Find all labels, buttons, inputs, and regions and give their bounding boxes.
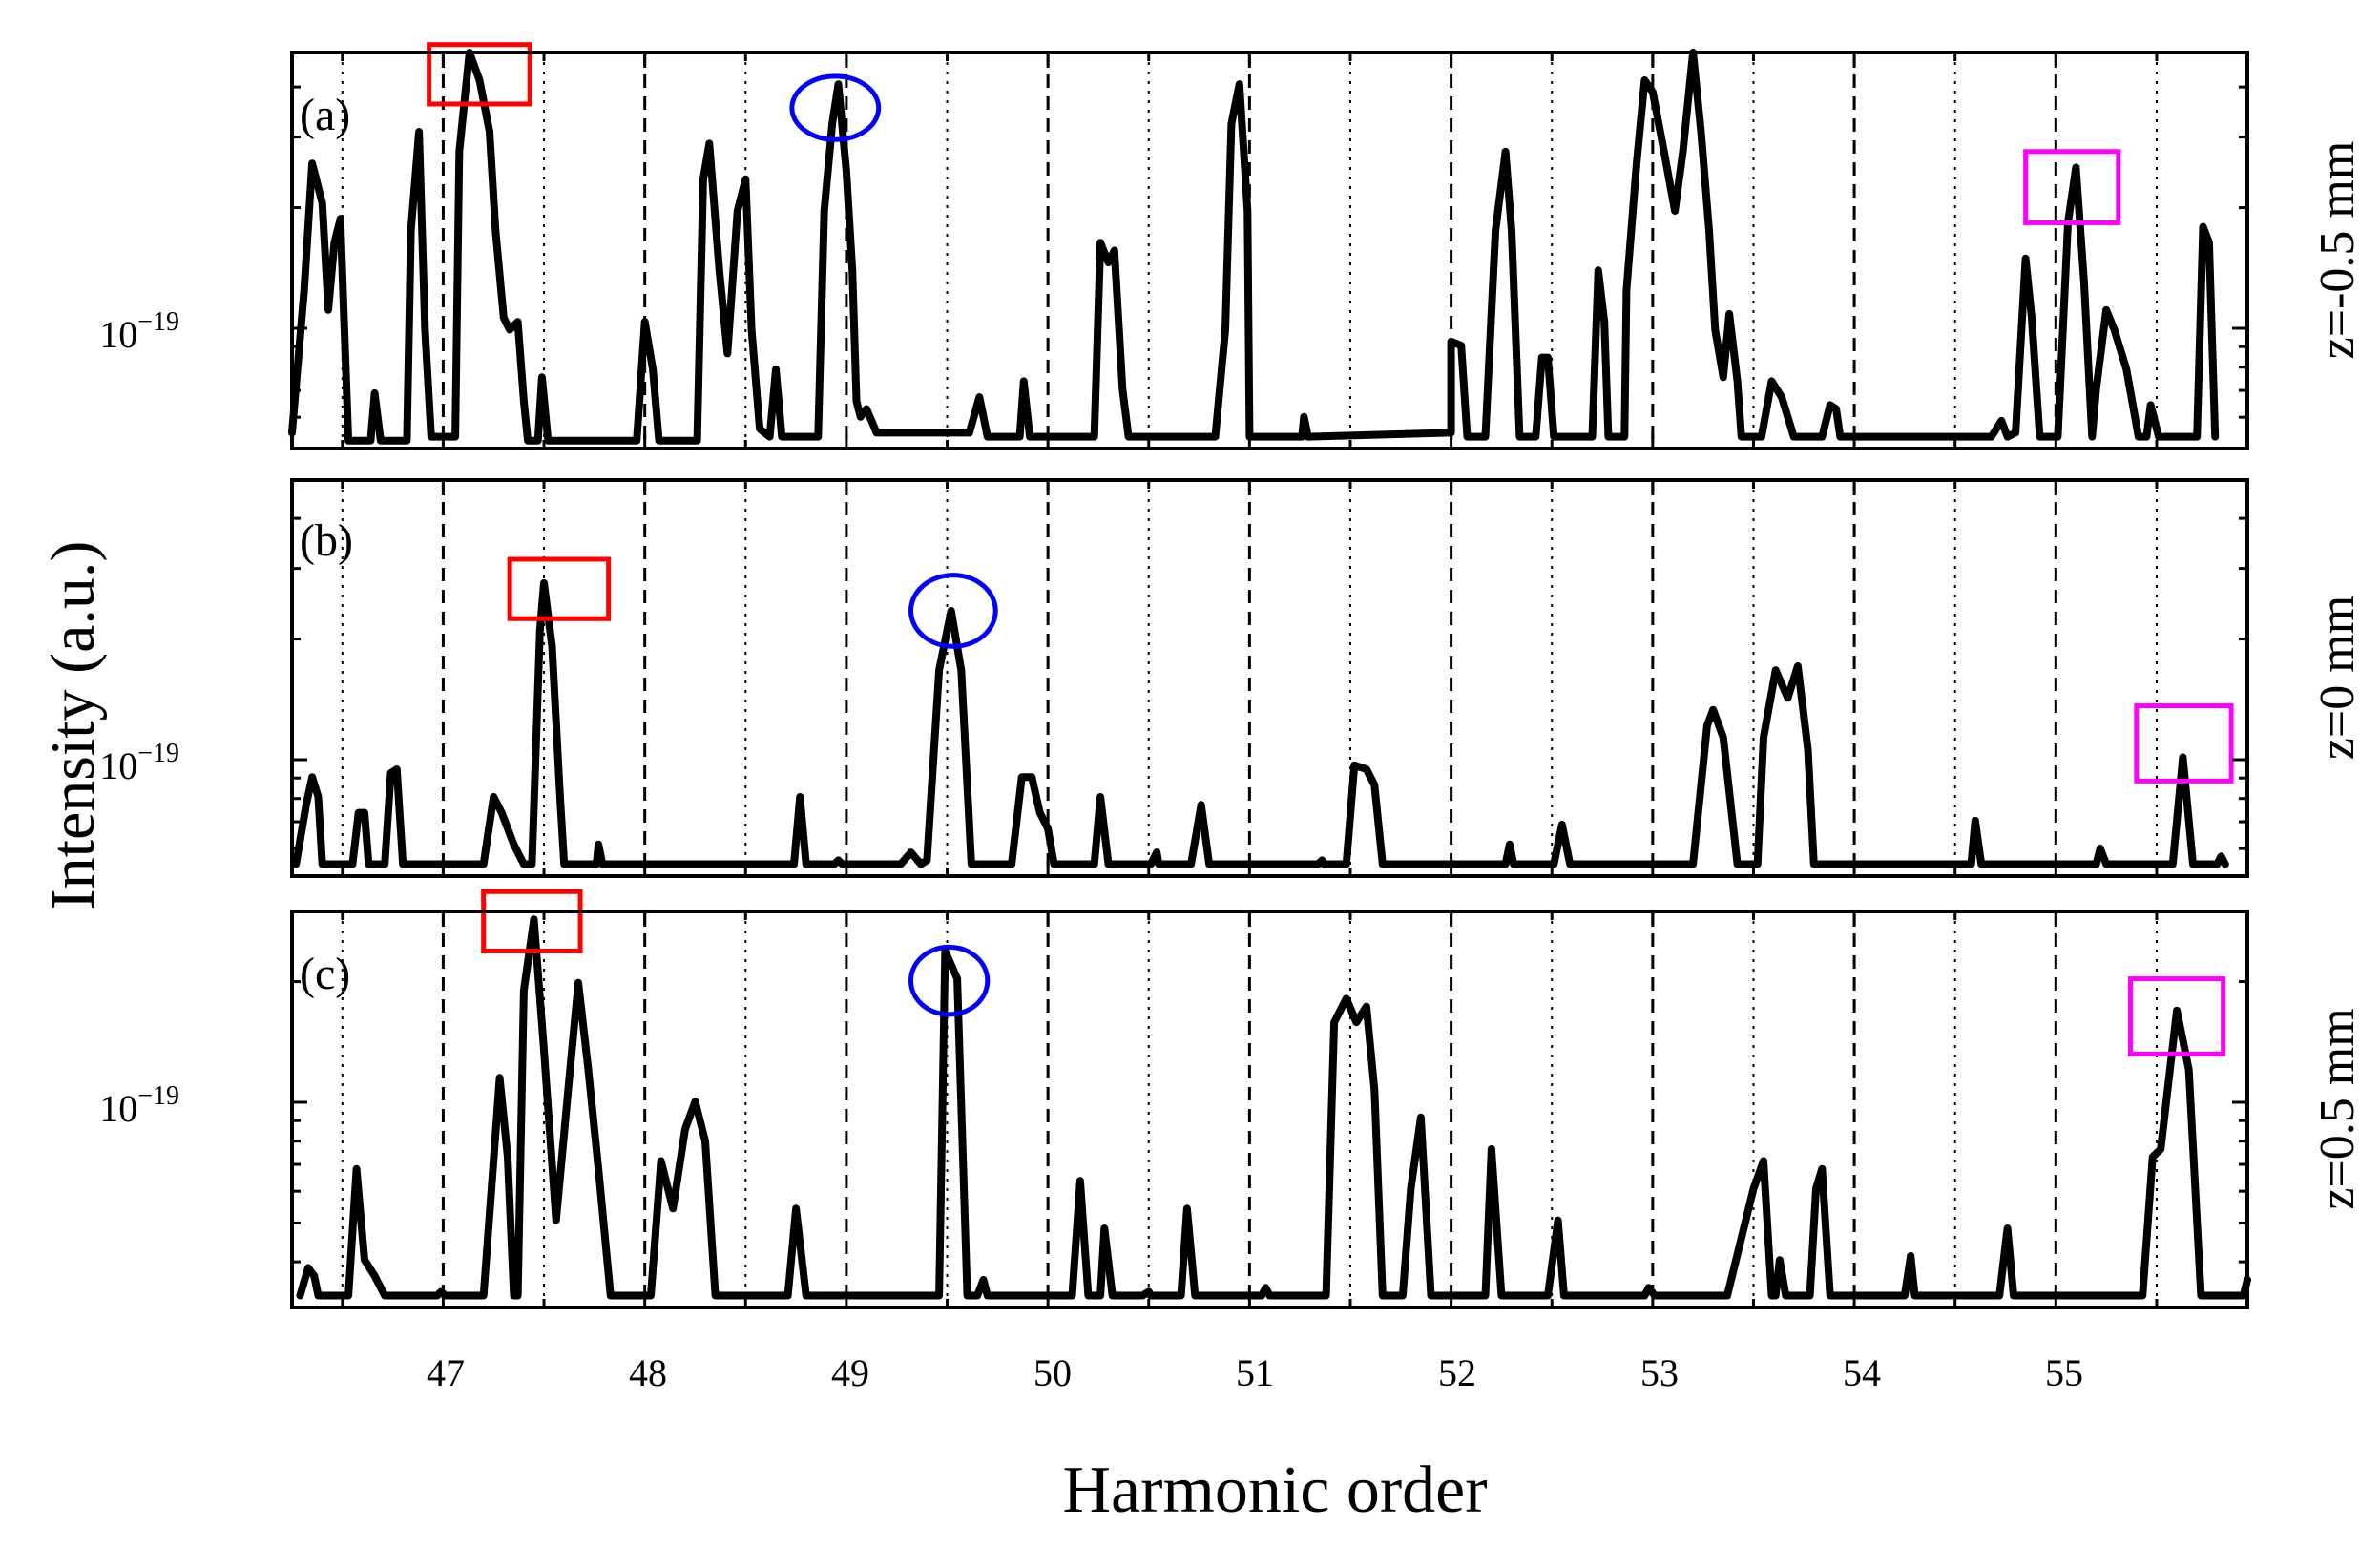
- x-tick-label-53: 53: [1640, 1351, 1679, 1394]
- highlight-rect-c-0: [481, 889, 583, 953]
- y-tick-label-b: 10−19: [99, 739, 179, 787]
- side-label-c: z=0.5 mm: [2310, 1008, 2365, 1209]
- y-axis-title: Intensity (a.u.): [38, 541, 108, 910]
- highlight-rect-b-2: [2134, 703, 2234, 784]
- panel-frame-a: [290, 51, 2249, 450]
- x-tick-label-47: 47: [427, 1351, 465, 1394]
- side-label-a: z=-0.5 mm: [2310, 141, 2365, 360]
- x-tick-label-55: 55: [2045, 1351, 2083, 1394]
- highlight-rect-a-2: [2023, 149, 2121, 225]
- highlight-ellipse-a-1: [789, 73, 882, 142]
- side-label-b: z=0 mm: [2310, 596, 2365, 760]
- intensity-line-b: [292, 578, 2229, 868]
- highlight-rect-a-0: [427, 42, 532, 107]
- panel-label-b: (b): [300, 515, 353, 566]
- panel-frame-c: [290, 910, 2249, 1309]
- highlight-ellipse-b-1: [908, 573, 998, 649]
- intensity-line-a: [288, 49, 2220, 445]
- intensity-line-c: [296, 915, 2251, 1300]
- x-tick-label-49: 49: [831, 1351, 869, 1394]
- y-tick-label-c: 10−19: [99, 1081, 179, 1130]
- axis-ticks: [292, 52, 2247, 1307]
- highlight-rect-c-2: [2127, 976, 2226, 1056]
- x-tick-label-51: 51: [1236, 1351, 1274, 1394]
- x-tick-label-48: 48: [629, 1351, 667, 1394]
- x-tick-label-54: 54: [1843, 1351, 1881, 1394]
- panel-label-a: (a): [300, 90, 350, 140]
- x-tick-label-52: 52: [1438, 1351, 1476, 1394]
- panel-frame-b: [290, 478, 2249, 878]
- panel-label-c: (c): [300, 949, 350, 999]
- highlight-rect-b-0: [507, 556, 612, 621]
- y-tick-label-a: 10−19: [99, 307, 179, 356]
- x-axis-title: Harmonic order: [1062, 1454, 1487, 1527]
- grid-lines: [341, 52, 2158, 1307]
- highlight-ellipse-c-1: [908, 944, 991, 1017]
- highlight-markers: [427, 42, 2234, 1056]
- panel-frames: [290, 51, 2249, 1309]
- x-tick-label-50: 50: [1033, 1351, 1072, 1394]
- intensity-curves: [288, 49, 2251, 1300]
